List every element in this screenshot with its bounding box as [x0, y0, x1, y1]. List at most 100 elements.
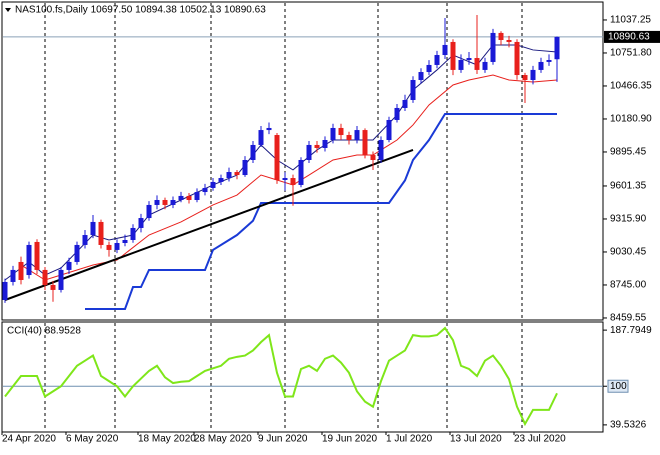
- candle-body: [554, 36, 560, 60]
- x-tick-label: 23 Jul 2020: [514, 434, 566, 445]
- candle-body: [282, 178, 288, 180]
- candle-body: [258, 130, 264, 145]
- menu-arrow: [5, 8, 11, 12]
- candle-body: [538, 61, 544, 70]
- x-tick-label: 6 May 2020: [66, 434, 119, 445]
- y-tick-label: 10180.90: [610, 114, 652, 125]
- candle-body: [330, 127, 336, 140]
- candle-body: [290, 178, 296, 185]
- candle-body: [218, 178, 224, 182]
- candle-body: [442, 44, 448, 56]
- candle-body: [130, 227, 136, 240]
- candle-body: [74, 244, 80, 262]
- candle-body: [226, 172, 232, 179]
- candle-body: [522, 75, 528, 80]
- candle-body: [58, 269, 64, 290]
- y-tick-label: 100: [610, 381, 627, 392]
- candle-body: [146, 204, 152, 219]
- candle-body: [490, 32, 496, 62]
- candle-body: [66, 261, 72, 270]
- indicator-title: CCI(40) 88.9528: [7, 326, 81, 337]
- candle-body: [250, 144, 256, 160]
- candle-body: [450, 41, 456, 70]
- y-tick-label: 8459.55: [610, 313, 647, 324]
- candle-body: [346, 135, 352, 140]
- candle-body: [394, 107, 400, 120]
- indicator-line: [85, 112, 557, 311]
- indicator-line: [4, 149, 414, 301]
- candle-body: [466, 58, 472, 60]
- candle-body: [42, 269, 48, 285]
- candle-body: [242, 159, 248, 176]
- y-tick-label: 9315.90: [610, 214, 647, 225]
- candle-body: [98, 221, 104, 245]
- candle-body: [2, 281, 8, 300]
- candle-body: [458, 59, 464, 70]
- y-tick-label: 9601.35: [610, 181, 647, 192]
- x-tick-label: 28 May 2020: [194, 434, 252, 445]
- cci-line: [4, 326, 558, 427]
- candle-body: [162, 199, 168, 205]
- candle-body: [50, 284, 56, 290]
- candle-body: [530, 69, 536, 80]
- candle-body: [386, 119, 392, 140]
- y-tick-label: 39.5326: [610, 420, 647, 431]
- candle-body: [26, 244, 32, 276]
- candle-body: [298, 159, 304, 185]
- x-tick-label: 1 Jul 2020: [386, 434, 433, 445]
- x-tick-label: 13 Jul 2020: [450, 434, 502, 445]
- vertical-grid: [44, 3, 523, 431]
- y-tick-label: 10466.35: [610, 81, 652, 92]
- y-tick-label: 9030.45: [610, 247, 647, 258]
- main-panel-frame: [1, 1, 604, 321]
- level-label-box: [607, 379, 629, 393]
- candle-body: [474, 58, 480, 70]
- candle-body: [546, 59, 552, 62]
- x-tick-label: 19 Jun 2020: [322, 434, 377, 445]
- y-tick-label: 10751.80: [610, 48, 652, 59]
- candle-body: [138, 218, 144, 228]
- cci-panel-frame: [1, 321, 604, 433]
- candle-body: [370, 155, 376, 160]
- x-tick-label: 24 Apr 2020: [2, 434, 56, 445]
- plot-area: 11037.25 10751.80 10466.35 10180.90 9895.45 9…: [1, 15, 660, 445]
- candle-body: [482, 61, 488, 70]
- candle-body: [194, 192, 200, 200]
- candle-body: [378, 139, 384, 160]
- candle-body: [18, 261, 24, 280]
- candle-body: [322, 139, 328, 148]
- candle-body: [274, 135, 280, 180]
- chart-title: NAS100.fs,Daily 10697.50 10894.38 10502.…: [15, 5, 266, 16]
- candle-body: [186, 195, 192, 200]
- candle-body: [122, 239, 128, 244]
- candle-body: [34, 241, 40, 270]
- y-tick-label: 8745.00: [610, 280, 647, 291]
- candle-body: [266, 127, 272, 131]
- candle-body: [154, 199, 160, 205]
- candle-body: [402, 99, 408, 108]
- candle-body: [210, 181, 216, 188]
- candle-body: [418, 72, 424, 80]
- indicator-line: [20, 74, 558, 281]
- candle-body: [410, 79, 416, 100]
- candle-body: [506, 39, 512, 42]
- candle-body: [338, 127, 344, 136]
- candle-body: [362, 130, 368, 156]
- candle-body: [114, 243, 120, 250]
- candle-body: [82, 235, 88, 245]
- candle-body: [234, 172, 240, 176]
- candle-body: [90, 221, 96, 236]
- candle-body: [434, 55, 440, 65]
- candle-body: [306, 144, 312, 160]
- x-tick-label: 18 May 2020: [138, 434, 196, 445]
- candle-body: [202, 187, 208, 193]
- candle-body: [170, 199, 176, 205]
- candle-body: [106, 244, 112, 250]
- y-tick-label: 187.7949: [610, 325, 652, 336]
- y-tick-label: 9895.45: [610, 147, 647, 158]
- candle-body: [354, 130, 360, 140]
- candle-body: [10, 269, 16, 282]
- price-label-box: [604, 30, 660, 43]
